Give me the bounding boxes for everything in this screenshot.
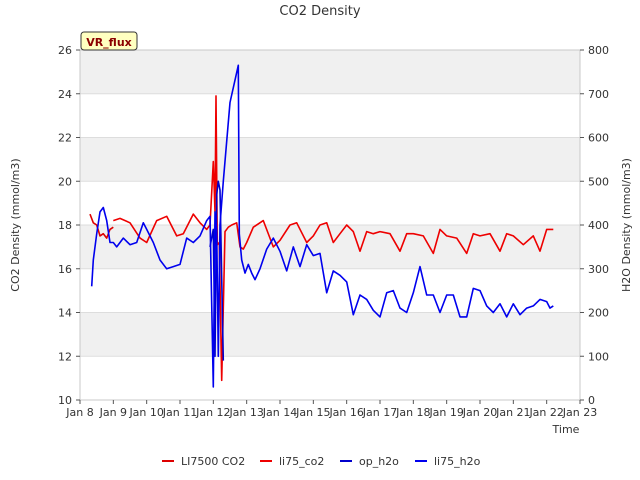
- y-left-tick-label: 10: [58, 394, 72, 407]
- y-left-tick-label: 18: [58, 219, 72, 232]
- y-right-tick-label: 400: [588, 219, 609, 232]
- x-tick-label: Jan 8: [65, 406, 93, 419]
- x-axis-label: Time: [552, 423, 580, 436]
- y-right-tick-label: 100: [588, 350, 609, 363]
- y-left-tick-label: 26: [58, 44, 72, 57]
- y-left-tick-label: 22: [58, 132, 72, 145]
- legend-label: op_h2o: [359, 455, 399, 468]
- y-left-tick-label: 16: [58, 263, 72, 276]
- series-group: [89, 64, 554, 388]
- x-tick-label: Jan 14: [262, 406, 297, 419]
- legend-label: li75_h2o: [434, 455, 481, 468]
- y-axis-label-right: H2O Density (mmol/m3): [620, 158, 633, 292]
- site-badge: [80, 31, 138, 51]
- x-tick-label: Jan 15: [295, 406, 330, 419]
- y-right-tick-label: 300: [588, 263, 609, 276]
- y-left-tick-label: 20: [58, 175, 72, 188]
- y-right-tick-label: 0: [588, 394, 595, 407]
- grid-band: [80, 312, 580, 357]
- x-tick-label: Jan 22: [528, 406, 563, 419]
- x-tick-label: Jan 23: [562, 406, 597, 419]
- x-tick-label: Jan 10: [128, 406, 163, 419]
- x-tick-label: Jan 11: [162, 406, 197, 419]
- y-axis-label-left: CO2 Density (mmol/m3): [9, 158, 22, 291]
- series-line: [90, 64, 554, 388]
- chart-title: CO2 Density: [279, 4, 360, 19]
- y-right-tick-label: 200: [588, 307, 609, 320]
- x-tick-label: Jan 17: [362, 406, 397, 419]
- axes-group: 10 12 14 16 18 20 22 24 26 0 100 200 300 400 500 600 700…: [58, 44, 609, 419]
- x-tick-label: Jan 9: [99, 406, 127, 419]
- series-line: [209, 180, 225, 361]
- x-tick-label: Jan 16: [328, 406, 363, 419]
- x-tick-label: Jan 18: [395, 406, 430, 419]
- y-right-tick-label: 700: [588, 88, 609, 101]
- x-tick-label: Jan 19: [428, 406, 463, 419]
- y-right-tick-label: 500: [588, 175, 609, 188]
- x-tick-label: Jan 21: [495, 406, 530, 419]
- series-line: [89, 213, 114, 239]
- grid-band: [80, 137, 580, 182]
- legend-label: li75_co2: [279, 455, 324, 468]
- legend: LI7500 CO2 li75_co2 op_h2o li75_h2o: [162, 455, 481, 468]
- legend-label: LI7500 CO2: [181, 455, 245, 468]
- site-badge-label: VR_flux: [86, 36, 132, 49]
- y-left-tick-label: 24: [58, 88, 72, 101]
- band-group: [80, 50, 580, 357]
- y-left-tick-label: 12: [58, 350, 72, 363]
- y-left-tick-label: 14: [58, 307, 72, 320]
- y-right-tick-label: 800: [588, 44, 609, 57]
- grid-band: [80, 50, 580, 94]
- x-tick-label: Jan 13: [228, 406, 263, 419]
- y-right-tick-label: 600: [588, 132, 609, 145]
- x-tick-label: Jan 20: [462, 406, 497, 419]
- x-tick-label: Jan 12: [195, 406, 230, 419]
